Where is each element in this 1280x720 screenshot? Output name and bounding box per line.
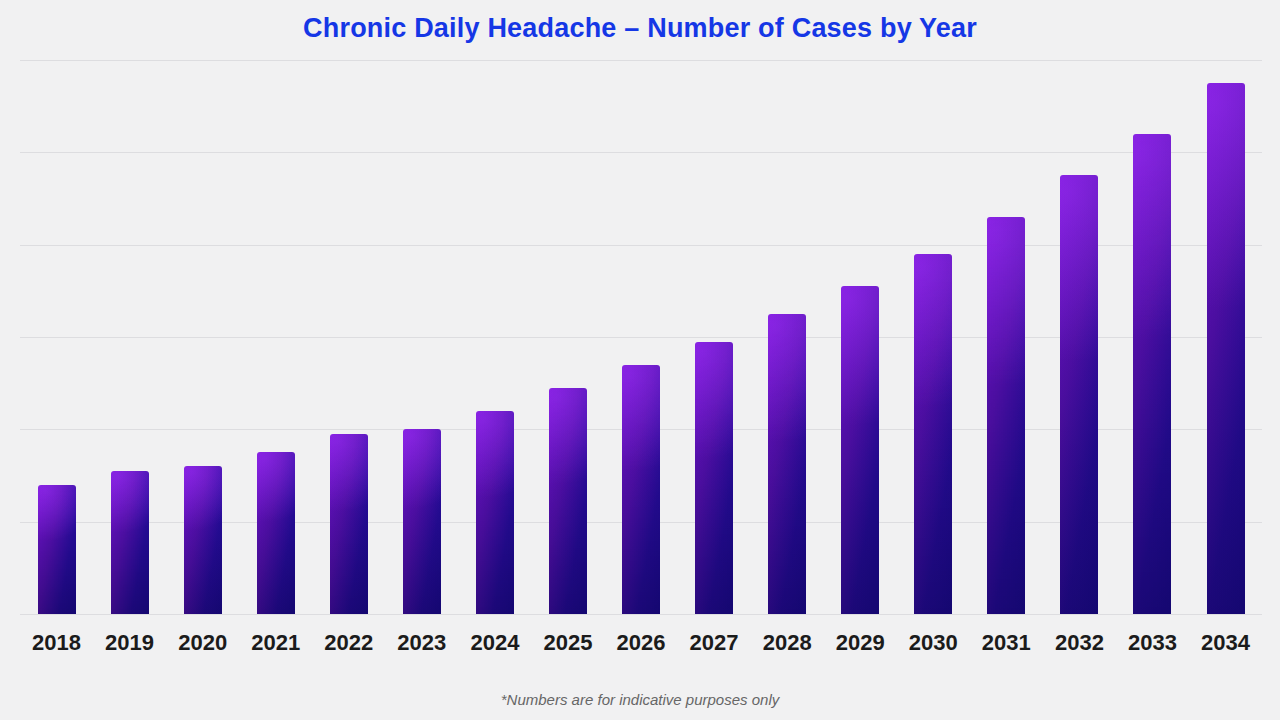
x-axis-label-2019: 2019 <box>93 630 166 656</box>
x-axis-label-2026: 2026 <box>605 630 678 656</box>
x-axis-label-2021: 2021 <box>239 630 312 656</box>
x-axis-label-2029: 2029 <box>824 630 897 656</box>
bar-column-2025 <box>531 60 604 614</box>
bar-column-2020 <box>166 60 239 614</box>
x-axis-label-2033: 2033 <box>1116 630 1189 656</box>
x-axis-label-2028: 2028 <box>751 630 824 656</box>
bar-column-2026 <box>605 60 678 614</box>
bar-column-2019 <box>93 60 166 614</box>
bar-2026 <box>622 365 660 614</box>
bar-column-2032 <box>1043 60 1116 614</box>
bar-column-2018 <box>20 60 93 614</box>
bar-column-2021 <box>239 60 312 614</box>
bar-2029 <box>841 286 879 614</box>
x-axis-label-2022: 2022 <box>312 630 385 656</box>
bar-column-2034 <box>1189 60 1262 614</box>
bar-2028 <box>768 314 806 614</box>
x-axis-label-2030: 2030 <box>897 630 970 656</box>
chart-title: Chronic Daily Headache – Number of Cases… <box>0 0 1280 57</box>
x-axis-label-2027: 2027 <box>678 630 751 656</box>
x-axis-label-2023: 2023 <box>385 630 458 656</box>
x-axis-line <box>20 614 1262 615</box>
bar-column-2022 <box>312 60 385 614</box>
bar-2020 <box>184 466 222 614</box>
bar-column-2029 <box>824 60 897 614</box>
bar-column-2024 <box>458 60 531 614</box>
bar-2018 <box>38 485 76 614</box>
x-axis-label-2025: 2025 <box>531 630 604 656</box>
x-axis-label-2024: 2024 <box>458 630 531 656</box>
bar-column-2030 <box>897 60 970 614</box>
plot-area <box>20 60 1262 614</box>
bar-column-2028 <box>751 60 824 614</box>
bar-2024 <box>476 411 514 614</box>
bar-column-2027 <box>678 60 751 614</box>
bar-2030 <box>914 254 952 614</box>
x-axis-label-2031: 2031 <box>970 630 1043 656</box>
bar-2019 <box>111 471 149 614</box>
bar-column-2033 <box>1116 60 1189 614</box>
bar-column-2031 <box>970 60 1043 614</box>
x-axis-label-2032: 2032 <box>1043 630 1116 656</box>
bar-2021 <box>257 452 295 614</box>
bar-2031 <box>987 217 1025 614</box>
bars <box>20 60 1262 614</box>
x-axis-label-2020: 2020 <box>166 630 239 656</box>
x-axis: 2018201920202021202220232024202520262027… <box>20 622 1262 664</box>
bar-2022 <box>330 434 368 614</box>
bar-2032 <box>1060 175 1098 614</box>
bar-2027 <box>695 342 733 614</box>
x-axis-label-2018: 2018 <box>20 630 93 656</box>
bar-2023 <box>403 429 441 614</box>
bar-2025 <box>549 388 587 614</box>
bar-2033 <box>1133 134 1171 614</box>
bar-column-2023 <box>385 60 458 614</box>
slide: { "title": "Chronic Daily Headache – Num… <box>0 0 1280 720</box>
bar-2034 <box>1207 83 1245 614</box>
footnote: *Numbers are for indicative purposes onl… <box>0 686 1280 712</box>
x-axis-label-2034: 2034 <box>1189 630 1262 656</box>
